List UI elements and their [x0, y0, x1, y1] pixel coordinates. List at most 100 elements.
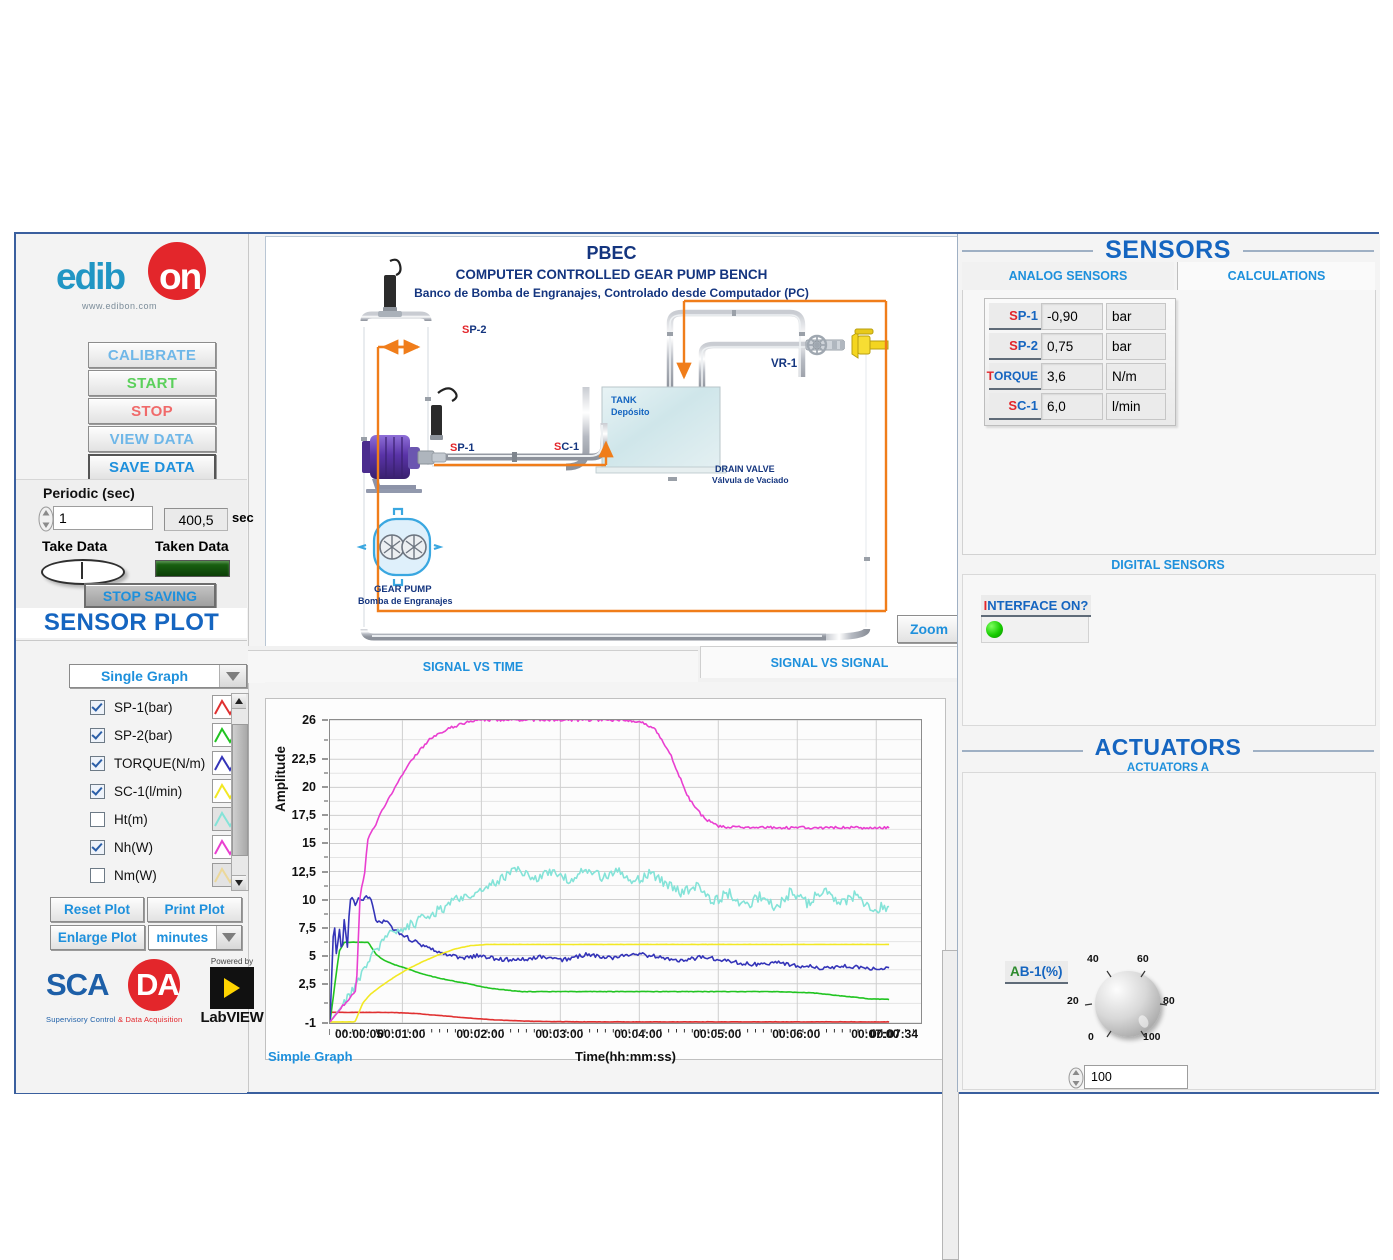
plot-background — [265, 698, 946, 1060]
chevron-down-icon[interactable] — [219, 665, 246, 687]
actuators-title-text: ACTUATORS — [1082, 734, 1254, 760]
scada-logo: SCA DA Supervisory Control & Data Acquis… — [46, 957, 264, 1033]
signal-label-sp1: SP-1(bar) — [114, 699, 173, 715]
ab1-knob-group[interactable]: 0 20 40 60 80 100 — [1067, 949, 1181, 1059]
ab1-value-input[interactable]: 100 — [1084, 1065, 1188, 1089]
diagram-svg: TANK Depósito — [356, 258, 889, 641]
graph-mode-select[interactable]: Single Graph — [69, 664, 247, 688]
sensor-tag-torque: T ORQUE — [987, 363, 1041, 390]
diagram-subtitle-es: Banco de Bomba de Engranajes, Controlado… — [414, 286, 809, 300]
tab-calculations-label: CALCULATIONS — [1227, 269, 1326, 283]
signal-row-nh[interactable]: Nh(W) — [90, 833, 247, 861]
signal-row-torque[interactable]: TORQUE(N/m) — [90, 749, 247, 777]
scada-subtitle: Supervisory Control & Data Acquisition — [46, 1015, 182, 1024]
labview-logo: Powered by LabVIEW — [192, 957, 272, 1026]
reset-plot-button[interactable]: Reset Plot — [50, 897, 145, 922]
elapsed-value: 400,5 — [178, 511, 214, 528]
plot-controls-panel: Single Graph SP-1(bar) SP-2(bar) — [16, 640, 264, 1093]
actuators-subtitle: ACTUATORS A — [1126, 762, 1210, 774]
signal-label-torque: TORQUE(N/m) — [114, 755, 206, 771]
tab-calculations[interactable]: CALCULATIONS — [1177, 262, 1375, 290]
scada-sub-b: & Data Acquisition — [117, 1015, 183, 1024]
actuators-body: A B-1(%) 0 20 40 60 80 100 — [962, 772, 1376, 1090]
diagram-label-sp2: SP-2 — [462, 324, 486, 336]
main-action-buttons: CALIBRATE START STOP VIEW DATA SAVE DATA — [88, 342, 216, 483]
sensors-title: SENSORS — [958, 236, 1378, 265]
tab-signal-vs-signal[interactable]: SIGNAL VS SIGNAL — [700, 646, 959, 678]
signal-row-sc1[interactable]: SC-1(l/min) — [90, 777, 247, 805]
signal-list-scrollbar[interactable] — [231, 693, 249, 891]
graph-tab-strip: SIGNAL VS TIME SIGNAL VS SIGNAL — [248, 646, 959, 683]
signal-row-nm[interactable]: Nm(W) — [90, 861, 247, 889]
logo-red-circle — [148, 242, 206, 300]
chevron-down-icon-unit[interactable] — [216, 926, 241, 949]
scroll-up-icon[interactable] — [232, 694, 246, 709]
y-axis-title: Amplitude — [273, 746, 288, 812]
ab1-stepper[interactable] — [1067, 1067, 1085, 1089]
stop-button[interactable]: STOP — [88, 398, 216, 424]
print-plot-button[interactable]: Print Plot — [147, 897, 242, 922]
tab-signal-vs-time-label: SIGNAL VS TIME — [422, 660, 524, 674]
checkbox-ht[interactable] — [90, 811, 105, 827]
knob-tick-marks — [1084, 970, 1168, 1038]
graph-panel: Amplitude — [265, 682, 957, 1092]
sc1-flow-meter — [512, 452, 517, 462]
actuators-header: ACTUATORS ACTUATORS A — [958, 734, 1378, 774]
scrollbar-thumb[interactable] — [232, 724, 248, 856]
sensor-value-sc1: 6,0 — [1041, 393, 1103, 420]
diagram-label-sp1: SP-1 — [450, 442, 474, 454]
sensors-title-text: SENSORS — [1093, 236, 1243, 264]
checkbox-sp2[interactable] — [90, 727, 105, 743]
signal-row-sp2[interactable]: SP-2(bar) — [90, 721, 247, 749]
time-unit-select[interactable]: minutes — [147, 925, 242, 950]
periodic-input[interactable]: 1 — [53, 506, 153, 530]
signal-row-sp1[interactable]: SP-1(bar) — [90, 693, 247, 721]
calibrate-label: CALIBRATE — [107, 346, 197, 364]
signal-label-sp2: SP-2(bar) — [114, 727, 173, 743]
scada-word-da: DA — [136, 967, 180, 1002]
view-data-button[interactable]: VIEW DATA — [88, 426, 216, 452]
diagram-label-tank-en: TANK — [611, 395, 637, 406]
sensor-unit-sc1: l/min — [1106, 393, 1166, 420]
stop-saving-button[interactable]: STOP SAVING — [84, 583, 216, 608]
ab1-numeric-group: 100 — [1067, 1065, 1189, 1091]
zoom-button[interactable]: Zoom — [897, 615, 961, 643]
labview-word: LabVIEW — [200, 1009, 264, 1026]
checkbox-sp1[interactable] — [90, 699, 105, 715]
take-data-toggle[interactable] — [41, 559, 125, 585]
interface-led-icon — [986, 621, 1003, 638]
checkbox-nh[interactable] — [90, 839, 105, 855]
diagram-label-sc1: SC-1 — [554, 441, 579, 453]
diagram-label-pump-es: Bomba de Engranajes — [358, 596, 453, 606]
signal-label-nm: Nm(W) — [114, 867, 157, 883]
right-panel-column: SENSORS ANALOG SENSORS CALCULATIONS S P-1… — [957, 234, 1380, 1092]
diagram-label-pump-en: GEAR PUMP — [374, 584, 432, 595]
signal-label-ht: Ht(m) — [114, 811, 148, 827]
tab-analog-sensors[interactable]: ANALOG SENSORS — [962, 262, 1174, 290]
checkbox-nm[interactable] — [90, 867, 105, 883]
scroll-down-icon[interactable] — [232, 875, 246, 890]
ab1-knob[interactable] — [1095, 971, 1161, 1037]
enlarge-plot-button[interactable]: Enlarge Plot — [50, 925, 145, 950]
signal-row-ht[interactable]: Ht(m) — [90, 805, 247, 833]
interface-indicator-group: I NTERFACE ON? — [981, 595, 1091, 643]
save-data-button[interactable]: SAVE DATA — [88, 454, 216, 481]
checkbox-sc1[interactable] — [90, 783, 105, 799]
process-diagram-panel: PBEC COMPUTER CONTROLLED GEAR PUMP BENCH… — [265, 236, 961, 648]
knob-tick-80: 80 — [1163, 995, 1175, 1007]
signal-label-sc1: SC-1(l/min) — [114, 783, 183, 799]
plot-action-buttons: Reset Plot Print Plot Enlarge Plot minut… — [50, 897, 242, 953]
checkbox-torque[interactable] — [90, 755, 105, 771]
logo-url: www.edibon.com — [82, 301, 158, 311]
start-button[interactable]: START — [88, 370, 216, 396]
knob-tick-0: 0 — [1088, 1031, 1094, 1043]
tab-signal-vs-time[interactable]: SIGNAL VS TIME — [248, 650, 698, 683]
calibrate-button[interactable]: CALIBRATE — [88, 342, 216, 368]
enlarge-plot-label: Enlarge Plot — [57, 930, 137, 945]
view-data-label: VIEW DATA — [109, 430, 195, 448]
reset-plot-label: Reset Plot — [63, 902, 131, 917]
knob-tick-60: 60 — [1137, 953, 1149, 965]
digital-sensors-body: I NTERFACE ON? — [962, 574, 1376, 726]
sensor-row-sc1: S C-1 6,0 l/min — [989, 393, 1171, 420]
actuators-title: ACTUATORS — [958, 734, 1378, 761]
